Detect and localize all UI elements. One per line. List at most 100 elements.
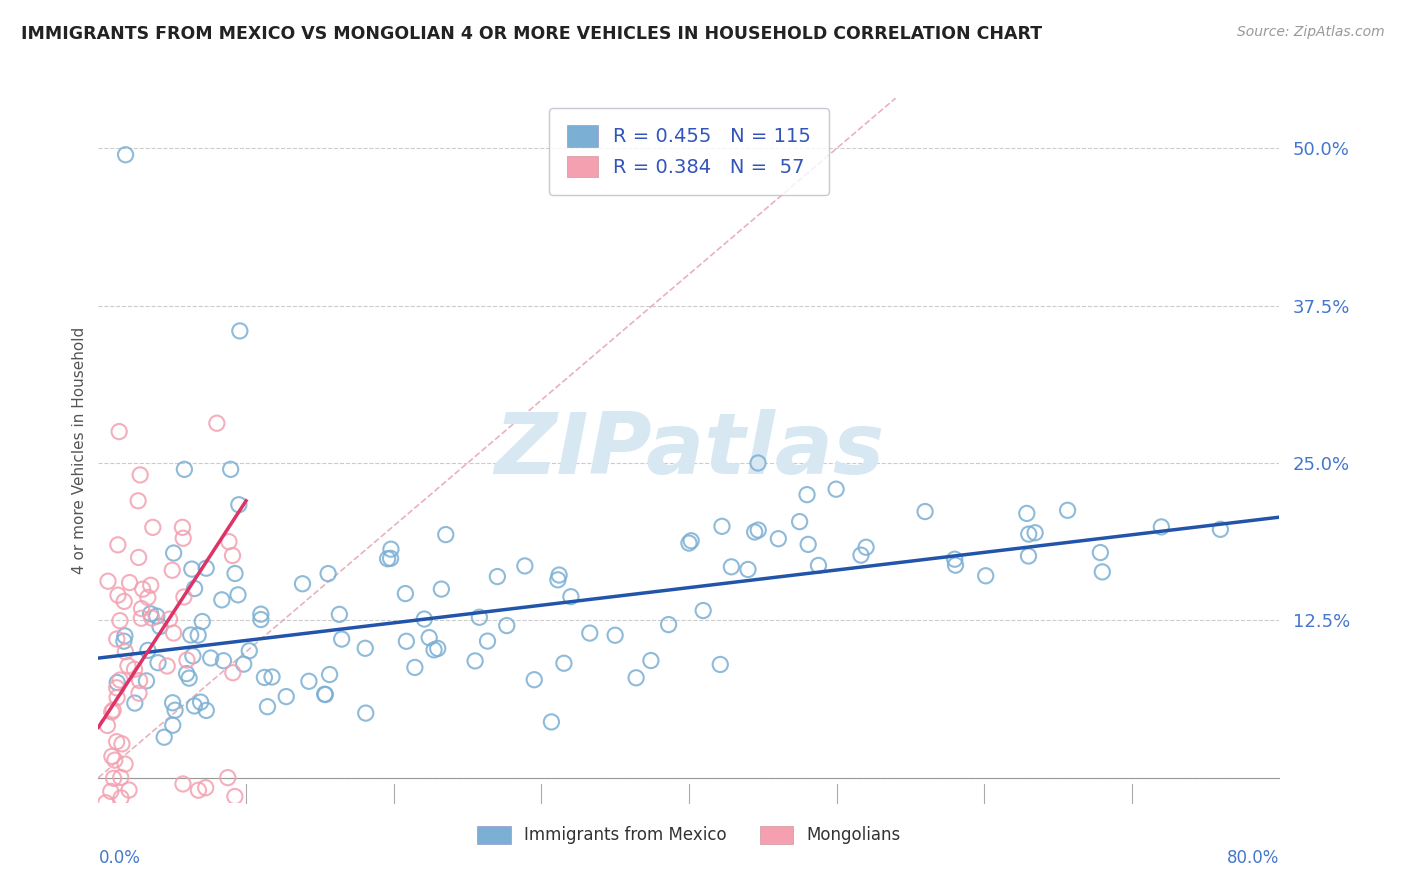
Point [486,569,509,583]
Point [250,613,273,627]
Point [162,718,184,732]
Point [183,582,205,596]
Point [176,653,198,667]
Point [825,482,848,496]
Point [377,551,399,566]
Text: 80.0%: 80.0% [1227,848,1279,867]
Point [328,607,350,622]
Point [945,558,967,573]
Point [226,588,249,602]
Point [187,783,209,797]
Point [103,703,125,717]
Point [114,757,136,772]
Point [737,562,759,576]
Y-axis label: 4 or more Vehicles in Household: 4 or more Vehicles in Household [72,326,87,574]
Point [232,657,254,672]
Point [110,790,132,805]
Point [181,648,204,663]
Point [658,617,681,632]
Point [710,519,733,533]
Point [513,558,536,573]
Point [426,641,449,656]
Point [720,559,742,574]
Point [477,634,499,648]
Point [219,462,242,476]
Point [139,578,162,592]
Point [250,607,273,622]
Point [807,558,830,573]
Point [153,730,176,744]
Point [96,718,118,732]
Point [291,576,314,591]
Point [855,541,877,555]
Point [173,462,195,476]
Point [139,607,162,621]
Point [1024,525,1046,540]
Point [523,673,546,687]
Point [176,666,198,681]
Point [709,657,731,672]
Point [413,612,436,626]
Point [190,695,212,709]
Text: 0.0%: 0.0% [98,848,141,867]
Point [468,610,491,624]
Point [149,619,172,633]
Point [107,538,129,552]
Point [796,488,818,502]
Point [110,771,132,785]
Point [394,586,416,600]
Point [187,628,209,642]
Point [789,515,811,529]
Point [1018,549,1040,563]
Point [1209,522,1232,536]
Point [114,629,136,643]
Point [111,737,134,751]
Point [180,562,202,576]
Point [974,568,997,582]
Point [298,674,321,689]
Point [1056,503,1078,517]
Point [212,654,235,668]
Point [260,670,283,684]
Point [112,594,135,608]
Point [318,667,340,681]
Point [141,611,163,625]
Point [217,771,239,785]
Point [744,524,766,539]
Point [194,780,217,795]
Point [101,749,124,764]
Point [430,582,453,596]
Point [156,659,179,673]
Point [179,671,201,685]
Point [434,527,457,541]
Point [127,493,149,508]
Point [118,783,141,797]
Point [221,549,243,563]
Point [132,582,155,596]
Point [112,634,135,648]
Point [747,456,769,470]
Point [191,615,214,629]
Point [354,641,377,656]
Point [129,611,152,625]
Point [253,670,276,684]
Point [238,644,260,658]
Point [692,603,714,617]
Point [222,665,245,680]
Point [943,552,966,566]
Point [1015,507,1038,521]
Point [681,533,703,548]
Point [105,734,128,748]
Point [553,657,575,671]
Point [380,551,402,566]
Point [256,699,278,714]
Point [131,601,153,615]
Point [162,696,184,710]
Point [495,618,517,632]
Point [218,534,240,549]
Point [163,703,186,717]
Point [395,634,418,648]
Text: Source: ZipAtlas.com: Source: ZipAtlas.com [1237,25,1385,39]
Point [195,561,218,575]
Point [124,696,146,710]
